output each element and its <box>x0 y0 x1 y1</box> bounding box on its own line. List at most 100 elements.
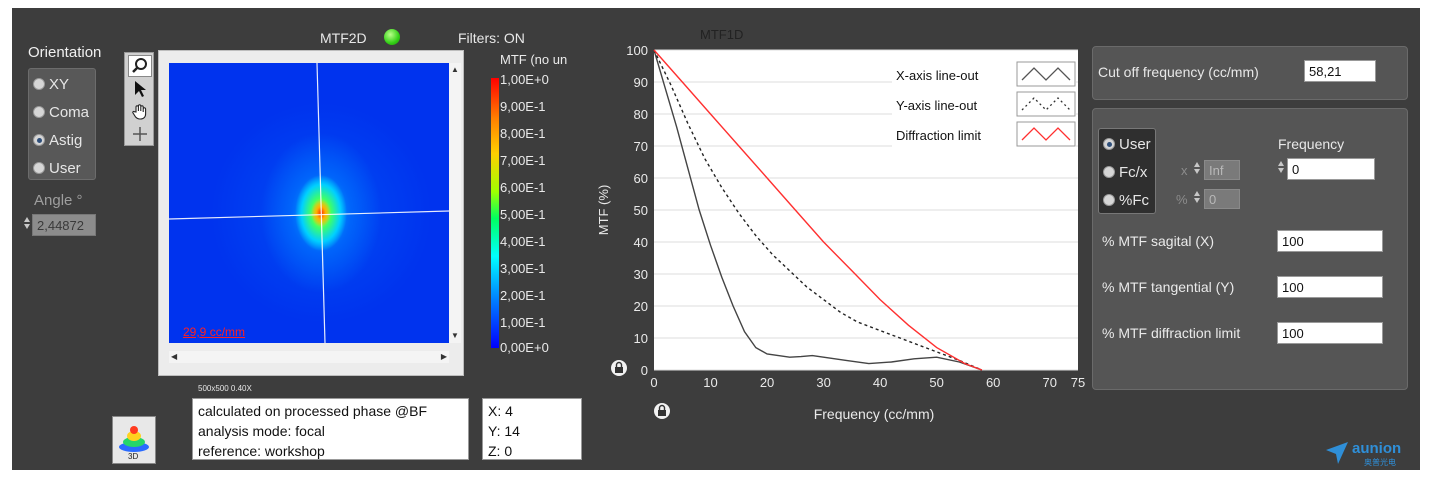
scale-readout: 29,9 cc/mm <box>183 325 246 339</box>
resolution-caption: 500x500 0.40X <box>198 384 252 393</box>
legend-swatch <box>1021 97 1071 111</box>
scroll-left-icon[interactable]: ◀ <box>171 352 178 361</box>
x-tick-label: 30 <box>816 375 830 390</box>
svg-text:3D: 3D <box>128 452 138 460</box>
orientation-option-astig[interactable]: Astig <box>33 127 95 153</box>
radio-icon <box>33 162 45 174</box>
scroll-up-icon[interactable]: ▲ <box>451 65 459 74</box>
colorbar-title: MTF (no un <box>500 52 568 67</box>
series-line-1 <box>653 49 983 371</box>
colorbar-tick: 2,00E-1 <box>500 288 546 303</box>
frequency-field[interactable]: 0 <box>1287 158 1375 180</box>
3d-view-button[interactable]: 3D <box>112 416 156 464</box>
spin-up-icon[interactable] <box>1194 191 1200 196</box>
spin-down-icon[interactable] <box>1194 198 1200 203</box>
info-textbox[interactable]: calculated on processed phase @BF analys… <box>192 398 469 460</box>
logo-subtext: 奥普光电 <box>1364 458 1396 467</box>
series-line-0 <box>653 49 983 371</box>
percent-fc-field: 0 <box>1204 189 1240 209</box>
colorbar-tick: 3,00E-1 <box>500 261 546 276</box>
legend-swatch <box>1021 127 1071 141</box>
crosshair-icon <box>133 127 147 141</box>
frequency-mode-radio-group: User Fc/x %Fc <box>1098 128 1156 214</box>
frequency-label: Frequency <box>1278 136 1345 152</box>
svg-text:Y-axis line-out: Y-axis line-out <box>896 98 978 113</box>
spin-down-icon[interactable] <box>24 224 30 229</box>
spin-up-icon[interactable] <box>1278 161 1284 166</box>
spin-up-icon[interactable] <box>24 217 30 222</box>
status-led-icon <box>384 29 400 45</box>
freq-mode-pctfc[interactable]: %Fc <box>1103 187 1165 213</box>
svg-text:Diffraction limit: Diffraction limit <box>896 128 981 143</box>
spin-down-icon[interactable] <box>1278 168 1284 173</box>
y-axis-label: MTF (%) <box>596 185 611 236</box>
legend-swatch <box>1021 67 1071 81</box>
frequency-spinner[interactable] <box>1278 161 1284 173</box>
percent-spinner[interactable] <box>1194 191 1200 203</box>
chart-title: MTF1D <box>700 27 744 42</box>
crosshair-tool[interactable] <box>128 123 152 145</box>
y-tick-label: 70 <box>634 139 648 154</box>
scroll-right-icon[interactable]: ▶ <box>440 352 447 361</box>
y-tick-label: 20 <box>634 299 648 314</box>
y-tick-label: 30 <box>634 267 648 282</box>
y-axis-lock-icon[interactable] <box>611 360 627 376</box>
percent-prefix: % <box>1176 192 1188 207</box>
colorbar-tick: 8,00E-1 <box>500 126 546 141</box>
zoom-tool[interactable] <box>128 55 152 77</box>
colorbar-tick: 5,00E-1 <box>500 207 546 222</box>
image-tool-palette <box>124 52 154 146</box>
spin-down-icon[interactable] <box>1194 169 1200 174</box>
freq-mode-fcx[interactable]: Fc/x <box>1103 159 1165 185</box>
mtf-sagital-field[interactable]: 100 <box>1277 230 1383 252</box>
mtf2d-title: MTF2D <box>320 30 367 46</box>
legend-entry: Diffraction limit <box>896 121 1076 147</box>
y-tick-label: 100 <box>626 43 648 58</box>
chart-legend: X-axis line-out Y-axis line-out Diffract… <box>892 52 1076 148</box>
y-tick-label: 50 <box>634 203 648 218</box>
pointer-tool[interactable] <box>128 78 152 100</box>
orientation-option-xy[interactable]: XY <box>33 71 95 97</box>
horizontal-scrollbar[interactable]: ◀ ▶ <box>169 351 449 363</box>
vertical-scrollbar[interactable]: ▲ ▼ <box>449 63 461 343</box>
hand-tool[interactable] <box>128 101 152 123</box>
radio-icon <box>1103 194 1115 206</box>
legend-entry: Y-axis line-out <box>896 91 1076 117</box>
colorbar-tick: 0,00E+0 <box>500 340 549 355</box>
radio-icon <box>33 78 45 90</box>
mtf2d-image[interactable]: 29,9 cc/mm <box>169 63 449 343</box>
x-axis-lock-icon[interactable] <box>654 403 670 419</box>
radio-selected-icon <box>1103 138 1115 150</box>
app-window: Orientation XY Coma Astig User Angle ° 2… <box>12 8 1420 470</box>
colorbar-tick: 4,00E-1 <box>500 234 546 249</box>
radio-selected-icon <box>33 134 45 146</box>
mtf-diffraction-field[interactable]: 100 <box>1277 322 1383 344</box>
freq-mode-user[interactable]: User <box>1103 131 1165 157</box>
mtf-sagital-label: % MTF sagital (X) <box>1102 233 1215 249</box>
coordinates-textbox: X: 4 Y: 14 Z: 0 <box>482 398 582 460</box>
series-line-2 <box>653 49 983 371</box>
x-tick-label: 70 <box>1042 375 1056 390</box>
x-prefix: x <box>1181 163 1188 178</box>
x-tick-label: 40 <box>873 375 887 390</box>
3d-surface-icon: 3D <box>119 426 149 460</box>
spin-up-icon[interactable] <box>1194 162 1200 167</box>
orientation-option-user[interactable]: User <box>33 155 95 181</box>
cutoff-value-field[interactable]: 58,21 <box>1304 60 1376 82</box>
mtf-tangential-field[interactable]: 100 <box>1277 276 1383 298</box>
x-tick-label: 60 <box>986 375 1000 390</box>
colorbar <box>491 78 499 348</box>
radio-icon <box>1103 166 1115 178</box>
scroll-down-icon[interactable]: ▼ <box>451 331 459 340</box>
x-tick-label: 50 <box>929 375 943 390</box>
angle-field: 2,44872 <box>32 214 96 236</box>
filters-status: Filters: ON <box>458 30 525 46</box>
x-tick-label: 20 <box>760 375 774 390</box>
x-axis-label: Frequency (cc/mm) <box>814 406 935 422</box>
colorbar-tick: 1,00E-1 <box>500 315 546 330</box>
orientation-title: Orientation <box>28 44 102 61</box>
x-spinner[interactable] <box>1194 162 1200 174</box>
y-tick-label: 40 <box>634 235 648 250</box>
orientation-option-coma[interactable]: Coma <box>33 99 95 125</box>
angle-spinner[interactable] <box>24 217 30 229</box>
